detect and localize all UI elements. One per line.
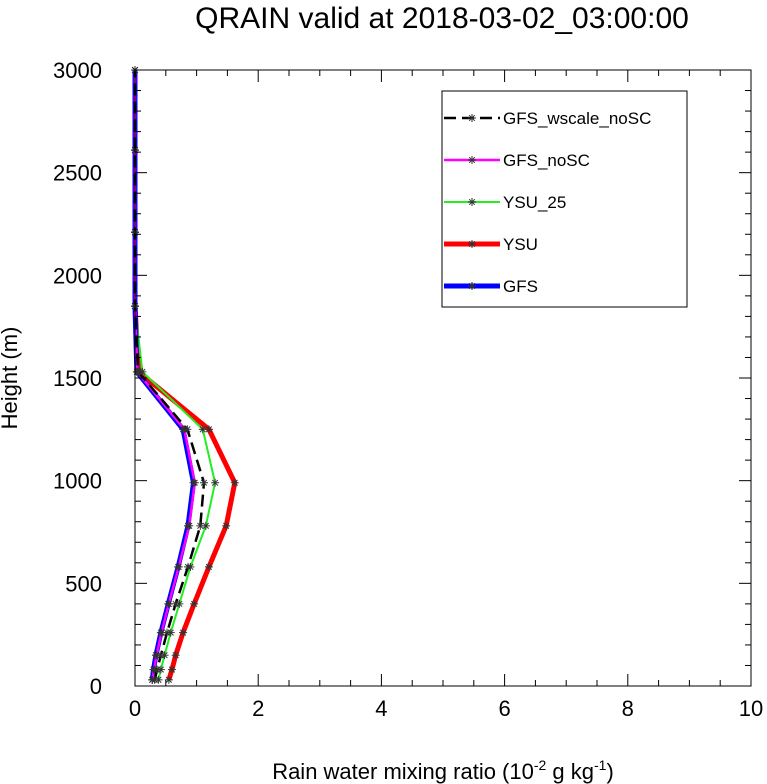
series-point-YSU bbox=[222, 521, 231, 530]
series-point-GFS bbox=[174, 562, 183, 571]
legend-marker-YSU bbox=[468, 240, 476, 248]
x-tick-label: 6 bbox=[498, 696, 510, 721]
series-point-GFS bbox=[149, 665, 158, 674]
series-point-YSU bbox=[167, 665, 176, 674]
y-axis-label: Height (m) bbox=[0, 327, 22, 430]
x-tick-label: 4 bbox=[375, 696, 387, 721]
x-axis-label: Rain water mixing ratio (10-2 g kg-1) bbox=[272, 757, 614, 784]
legend: GFS_wscale_noSC GFS_noSC YSU_25 YSU GFS bbox=[441, 90, 688, 308]
x-tick-label: 8 bbox=[622, 696, 634, 721]
chart-title: QRAIN valid at 2018-03-02_03:00:00 bbox=[195, 2, 689, 35]
series-point-YSU_25 bbox=[156, 665, 165, 674]
y-tick-label: 1500 bbox=[53, 366, 102, 391]
series-point-GFS bbox=[148, 675, 157, 684]
x-axis: 0 2 4 6 8 10 bbox=[129, 70, 763, 721]
legend-label: GFS_noSC bbox=[503, 151, 590, 170]
series-point-YSU bbox=[204, 425, 213, 434]
series-point-GFS bbox=[183, 521, 192, 530]
legend-label: GFS bbox=[503, 277, 538, 296]
y-tick-label: 0 bbox=[90, 674, 102, 699]
series-point-YSU bbox=[179, 628, 188, 637]
series-point-YSU bbox=[230, 478, 239, 487]
y-axis: 0 500 1000 1500 2000 2500 3000 bbox=[53, 58, 751, 699]
series-point-YSU_25 bbox=[166, 628, 175, 637]
series-point-YSU_25 bbox=[211, 478, 220, 487]
y-tick-label: 2500 bbox=[53, 161, 102, 186]
series-point-YSU bbox=[171, 651, 180, 660]
series-point-YSU bbox=[190, 599, 199, 608]
series-point-GFS bbox=[179, 425, 188, 434]
series-point-YSU bbox=[204, 562, 213, 571]
legend-marker-GFS_noSC bbox=[468, 156, 476, 164]
legend-marker-YSU_25 bbox=[468, 198, 476, 206]
series-point-YSU_25 bbox=[175, 599, 184, 608]
series-point-YSU_25 bbox=[160, 651, 169, 660]
y-tick-label: 2000 bbox=[53, 263, 102, 288]
y-tick-label: 500 bbox=[65, 571, 102, 596]
legend-label: YSU_25 bbox=[503, 193, 566, 212]
legend-marker-GFS_wscale_noSC bbox=[468, 114, 476, 122]
x-tick-label: 2 bbox=[252, 696, 264, 721]
series-point-GFS bbox=[189, 478, 198, 487]
series-line-GFS_wscale_noSC bbox=[133, 70, 206, 681]
plot-area bbox=[131, 66, 239, 684]
x-tick-label: 10 bbox=[739, 696, 763, 721]
series-point-YSU_25 bbox=[201, 521, 210, 530]
series-line-YSU_25 bbox=[134, 70, 217, 681]
series-point-GFS_wscale_noSC bbox=[199, 478, 208, 487]
legend-label: GFS_wscale_noSC bbox=[503, 109, 651, 128]
series-point-YSU bbox=[164, 675, 173, 684]
legend-marker-GFS bbox=[468, 282, 476, 290]
series-point-YSU_25 bbox=[186, 562, 195, 571]
series-point-GFS bbox=[151, 651, 160, 660]
legend-label: YSU bbox=[503, 235, 538, 254]
x-tick-label: 0 bbox=[129, 696, 141, 721]
y-tick-label: 1000 bbox=[53, 469, 102, 494]
series-point-GFS bbox=[156, 628, 165, 637]
legend-box bbox=[441, 90, 688, 308]
y-tick-label: 3000 bbox=[53, 58, 102, 83]
series-point-GFS bbox=[164, 599, 173, 608]
